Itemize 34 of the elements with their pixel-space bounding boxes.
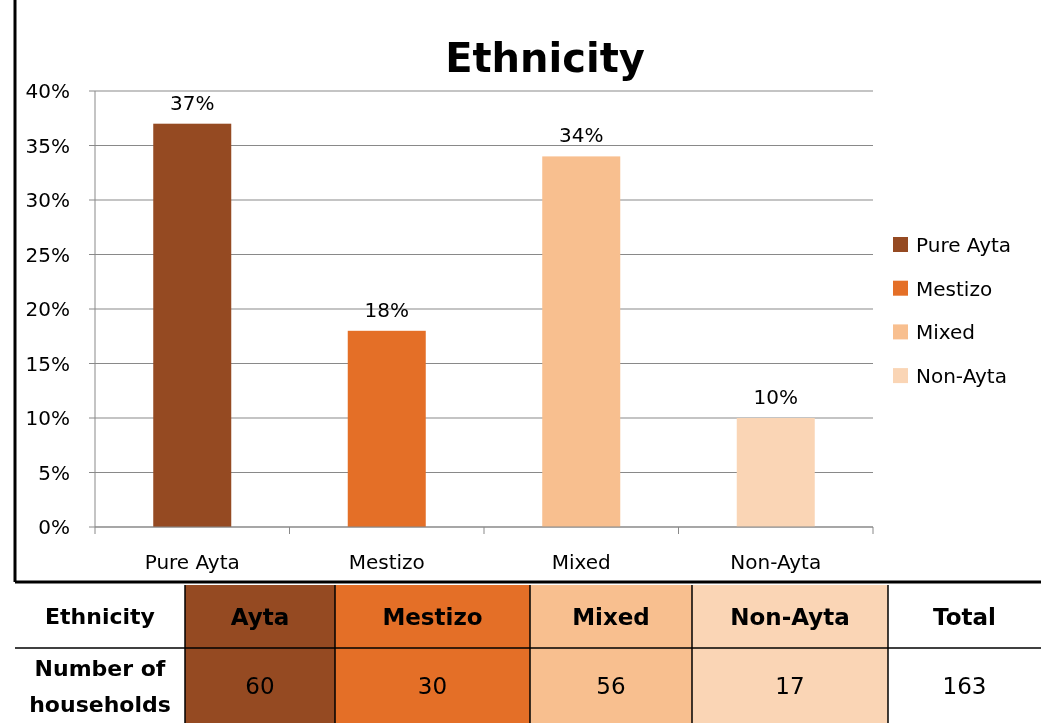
data-label: 17 <box>775 672 805 699</box>
legend-label: Mixed <box>916 320 976 345</box>
y-tick-label: 30% <box>25 188 70 212</box>
y-tick-label: 5% <box>38 460 70 485</box>
x-tick-label: Mixed <box>551 550 611 574</box>
data-label: 18% <box>364 297 409 322</box>
legend-label: Pure Ayta <box>916 233 1012 257</box>
data-label: 37% <box>170 90 215 115</box>
category-label: Ayta <box>230 603 290 630</box>
x-tick-label: Mestizo <box>348 550 425 574</box>
data-label: 56 <box>596 672 626 699</box>
y-tick-label: 10% <box>25 406 70 430</box>
x-tick-label: Pure Ayta <box>144 550 240 574</box>
data-label: 60 <box>245 672 275 699</box>
y-tick-label: 15% <box>25 351 70 376</box>
legend-label: Mestizo <box>916 276 993 301</box>
text: Ethnicity <box>45 604 155 630</box>
category-label: Mestizo <box>382 603 483 630</box>
category-label: Non-Ayta <box>730 603 850 630</box>
y-tick-label: 35% <box>25 133 70 158</box>
y-tick-label: 20% <box>25 297 70 321</box>
legend-label: Non-Ayta <box>916 364 1007 389</box>
text: Number of households <box>29 656 171 717</box>
data-label: 163 <box>942 672 987 699</box>
y-tick-label: 0% <box>38 515 70 539</box>
category-label: Total <box>933 603 996 630</box>
y-tick-label: 25% <box>25 242 70 267</box>
data-label: 30 <box>417 672 448 699</box>
chart-title: Ethnicity <box>445 35 645 81</box>
data-label: 10% <box>753 385 798 409</box>
x-tick-label: Non-Ayta <box>730 550 822 574</box>
category-label: Mixed <box>572 603 650 630</box>
y-tick-label: 40% <box>25 79 70 103</box>
data-label: 34% <box>559 123 604 148</box>
